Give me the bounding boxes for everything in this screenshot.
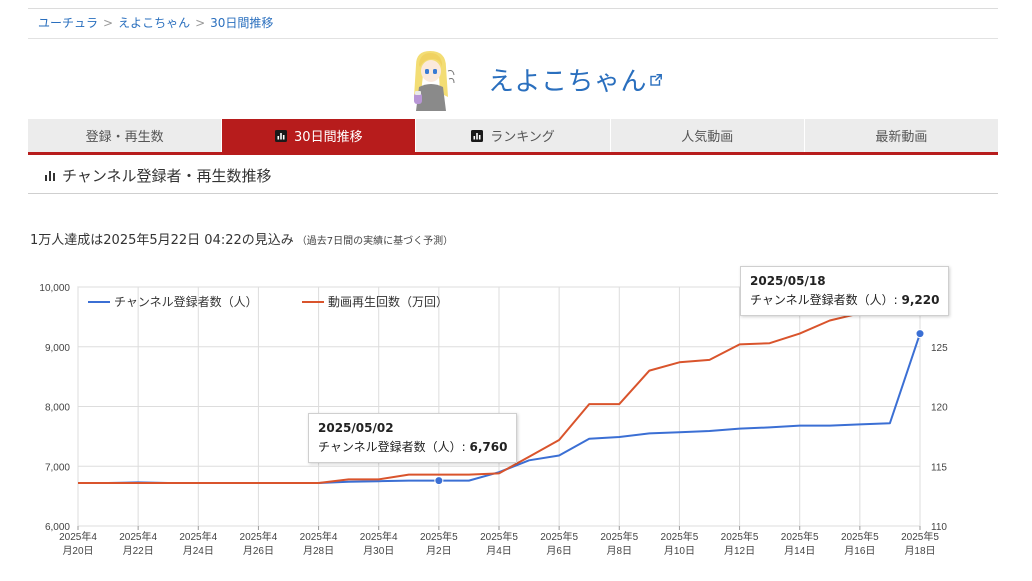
channel-avatar[interactable]	[406, 47, 462, 111]
tab-label: 最新動画	[875, 130, 928, 145]
x-tick-label: 月4日	[486, 545, 512, 557]
x-tick-label: 月2日	[426, 545, 452, 557]
y-right-tick-label: 115	[931, 462, 947, 473]
x-tick-label: 2025年5	[781, 530, 819, 543]
x-tick-label: 2025年5	[841, 530, 879, 543]
x-tick-label: 2025年4	[360, 530, 398, 543]
channel-header: えよこちゃん	[406, 46, 663, 112]
section-title: チャンネル登録者・再生数推移	[62, 167, 272, 185]
x-tick-label: 月10日	[664, 545, 695, 557]
forecast-main: 1万人達成は2025年5月22日 04:22の見込み	[30, 233, 294, 248]
tab-latest-videos[interactable]: 最新動画	[805, 119, 998, 152]
tooltip-label: チャンネル登録者数（人）:	[318, 440, 466, 454]
tab-label: 30日間推移	[294, 130, 363, 145]
x-tick-label: 2025年4	[240, 530, 278, 543]
x-tick-label: 月8日	[607, 545, 633, 557]
x-tick-label: 月24日	[183, 545, 214, 557]
tooltip-date: 2025/05/18	[750, 274, 826, 288]
x-tick-label: 月20日	[62, 545, 93, 557]
tooltip-label: チャンネル登録者数（人）:	[750, 293, 898, 307]
x-tick-label: 2025年5	[661, 530, 699, 543]
tab-label: ランキング	[490, 130, 555, 145]
chart-tooltip: 2025/05/18 チャンネル登録者数（人）: 9,220	[740, 266, 950, 316]
forecast-text: 1万人達成は2025年5月22日 04:22の見込み （過去7日間の実績に基づく予…	[30, 229, 453, 248]
breadcrumb-separator: >	[195, 16, 206, 30]
breadcrumb-current-link[interactable]: 30日間推移	[210, 16, 274, 30]
tab-label: 登録・再生数	[85, 130, 164, 145]
tooltip-value: 9,220	[901, 293, 940, 307]
y-left-tick-label: 6,000	[45, 522, 70, 533]
breadcrumb-home-link[interactable]: ユーチュラ	[38, 16, 99, 30]
x-tick-label: 2025年5	[540, 530, 578, 543]
x-tick-label: 月28日	[303, 545, 334, 557]
tooltip-value: 6,760	[469, 440, 508, 454]
x-tick-label: 2025年5	[600, 530, 638, 543]
tab-label: 人気動画	[681, 130, 734, 145]
tab-registrations-views[interactable]: 登録・再生数	[28, 119, 223, 152]
y-right-tick-label: 125	[931, 343, 948, 354]
x-tick-label: 月18日	[904, 545, 935, 557]
y-left-tick-label: 9,000	[45, 343, 70, 354]
bar-chart-icon	[275, 129, 288, 142]
section-divider	[28, 193, 998, 194]
x-tick-label: 2025年4	[300, 530, 338, 543]
section-header: チャンネル登録者・再生数推移	[44, 165, 272, 186]
top-divider	[28, 8, 998, 9]
breadcrumb: ユーチュラ > えよこちゃん >30日間推移	[38, 14, 273, 31]
x-tick-label: 月14日	[784, 545, 815, 557]
y-right-tick-label: 110	[931, 522, 947, 533]
y-right-tick-label: 120	[931, 403, 948, 414]
x-tick-label: 2025年4	[119, 530, 157, 543]
forecast-note: （過去7日間の実績に基づく予測）	[296, 236, 454, 247]
bar-chart-icon	[471, 129, 484, 142]
channel-tabs: 登録・再生数 30日間推移 ランキング 人気動画 最新動画	[28, 119, 998, 152]
y-left-tick-label: 7,000	[45, 462, 70, 473]
breadcrumb-channel-link[interactable]: えよこちゃん	[118, 16, 191, 30]
tab-popular-videos[interactable]: 人気動画	[611, 119, 805, 152]
breadcrumb-divider	[28, 38, 998, 39]
x-tick-label: 2025年4	[59, 530, 97, 543]
x-tick-label: 2025年5	[721, 530, 759, 543]
x-tick-label: 月26日	[243, 545, 274, 557]
tooltip-date: 2025/05/02	[318, 421, 394, 435]
tab-underline	[28, 152, 998, 155]
highlight-point	[434, 476, 444, 486]
tab-ranking[interactable]: ランキング	[416, 119, 611, 152]
x-tick-label: 月16日	[844, 545, 875, 557]
legend-label: 動画再生回数（万回）	[328, 294, 448, 309]
external-link-icon[interactable]	[650, 74, 663, 86]
bar-chart-icon	[45, 171, 55, 181]
legend-label: チャンネル登録者数（人）	[114, 294, 258, 309]
highlight-point	[915, 329, 925, 339]
x-tick-label: 2025年4	[179, 530, 217, 543]
views-series-line	[78, 306, 920, 484]
x-tick-label: 月6日	[546, 545, 572, 557]
x-tick-label: 2025年5	[420, 530, 458, 543]
tab-30day-trend[interactable]: 30日間推移	[222, 119, 417, 152]
x-tick-label: 2025年5	[480, 530, 518, 543]
breadcrumb-separator: >	[103, 16, 114, 30]
x-tick-label: 月22日	[123, 545, 154, 557]
channel-name-link[interactable]: えよこちゃん	[488, 66, 648, 97]
y-left-tick-label: 8,000	[45, 403, 70, 414]
x-tick-label: 月30日	[363, 545, 394, 557]
x-tick-label: 月12日	[724, 545, 755, 557]
y-left-tick-label: 10,000	[39, 283, 70, 294]
chart-tooltip: 2025/05/02 チャンネル登録者数（人）: 6,760	[308, 413, 518, 463]
x-tick-label: 2025年5	[901, 530, 939, 543]
